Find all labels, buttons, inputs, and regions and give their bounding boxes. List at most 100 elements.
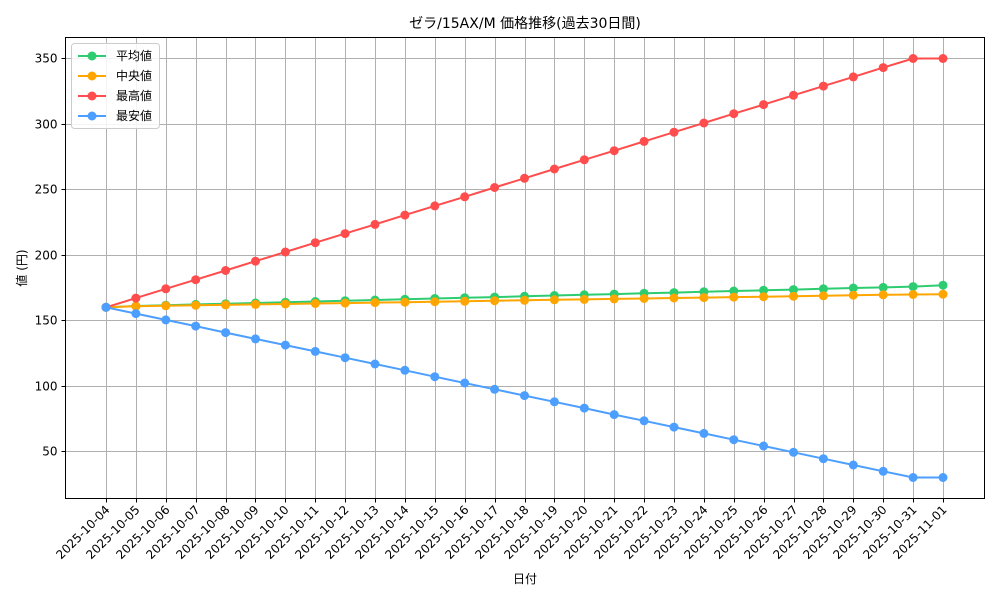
data-point	[131, 309, 141, 319]
data-point	[789, 90, 798, 100]
legend-marker	[87, 51, 97, 61]
data-point	[609, 146, 619, 156]
data-point	[609, 294, 619, 304]
legend-label: 中央値	[116, 68, 152, 83]
data-point	[908, 290, 918, 299]
data-point	[669, 293, 679, 303]
y-tick-label: 200	[35, 249, 58, 263]
data-point	[639, 294, 649, 303]
series-3	[101, 302, 948, 482]
data-point	[789, 291, 798, 301]
legend-marker	[87, 71, 97, 81]
y-tick-label: 350	[35, 52, 58, 66]
data-point	[430, 201, 440, 211]
x-axis-label: 日付	[513, 572, 537, 586]
data-point	[729, 292, 739, 302]
y-tick-label: 100	[35, 380, 58, 394]
data-point	[251, 334, 260, 344]
data-point	[490, 183, 500, 192]
data-point	[430, 297, 440, 307]
data-point	[520, 295, 529, 305]
series-2	[101, 54, 948, 312]
data-point	[221, 266, 231, 275]
y-tick-label: 250	[35, 183, 58, 197]
data-point	[639, 416, 649, 426]
y-tick-label: 150	[35, 314, 58, 328]
data-point	[848, 283, 858, 293]
y-tick-label: 300	[35, 118, 58, 132]
data-point	[490, 296, 500, 306]
data-point	[221, 328, 231, 338]
data-point	[340, 298, 350, 308]
data-point	[878, 290, 888, 300]
data-point	[878, 466, 888, 476]
y-tick-label: 50	[42, 445, 57, 459]
data-point	[699, 428, 709, 438]
data-point	[729, 109, 739, 119]
data-point	[938, 473, 948, 482]
data-point	[340, 353, 350, 363]
series-line	[105, 57, 943, 309]
data-point	[759, 100, 769, 110]
data-point	[191, 300, 201, 310]
data-point	[759, 441, 769, 451]
data-point	[938, 289, 948, 299]
data-point	[878, 282, 888, 292]
data-point	[460, 296, 470, 306]
data-point	[908, 282, 918, 292]
y-axis-label: 値 (円)	[14, 249, 29, 286]
data-point	[818, 454, 828, 464]
data-point	[400, 210, 410, 220]
data-point	[280, 299, 290, 309]
data-point	[251, 256, 260, 266]
data-point	[789, 285, 798, 295]
data-point	[908, 473, 918, 482]
data-point	[221, 300, 231, 310]
data-point	[818, 291, 828, 301]
data-point	[191, 321, 201, 331]
legend-label: 最安値	[116, 108, 152, 123]
data-point	[310, 346, 320, 356]
data-point	[131, 301, 141, 311]
data-point	[669, 422, 679, 432]
data-point	[520, 391, 529, 401]
grid	[65, 37, 985, 499]
data-point	[161, 284, 171, 294]
data-point	[400, 365, 410, 375]
data-point	[131, 293, 141, 303]
data-point	[579, 403, 589, 413]
series-1	[101, 289, 948, 312]
legend-label: 最高値	[116, 88, 152, 103]
data-point	[938, 54, 948, 63]
data-point	[370, 219, 380, 229]
data-point	[370, 298, 380, 308]
data-point	[818, 81, 828, 91]
data-point	[549, 295, 559, 305]
data-point	[579, 294, 589, 304]
data-point	[430, 372, 440, 382]
data-point	[460, 192, 470, 202]
data-point	[251, 299, 260, 309]
data-point	[789, 447, 798, 457]
data-point	[938, 280, 948, 290]
data-point	[191, 275, 201, 285]
data-point	[759, 285, 769, 295]
legend-marker	[87, 91, 97, 101]
data-point	[549, 397, 559, 407]
data-point	[161, 301, 171, 311]
legend-label: 平均値	[116, 48, 152, 63]
legend-marker	[87, 111, 97, 121]
legend-box	[71, 43, 160, 129]
data-point	[549, 164, 559, 174]
data-point	[848, 72, 858, 82]
data-point	[460, 378, 470, 388]
data-point	[818, 284, 828, 294]
data-point	[310, 238, 320, 248]
data-point	[161, 315, 171, 325]
data-point	[699, 118, 709, 128]
data-point	[280, 247, 290, 257]
y-axis-ticks: 50 100 150 200 250 300 350	[35, 52, 66, 459]
chart-title: ゼラ/15AX/M 価格推移(過去30日間)	[409, 16, 641, 32]
